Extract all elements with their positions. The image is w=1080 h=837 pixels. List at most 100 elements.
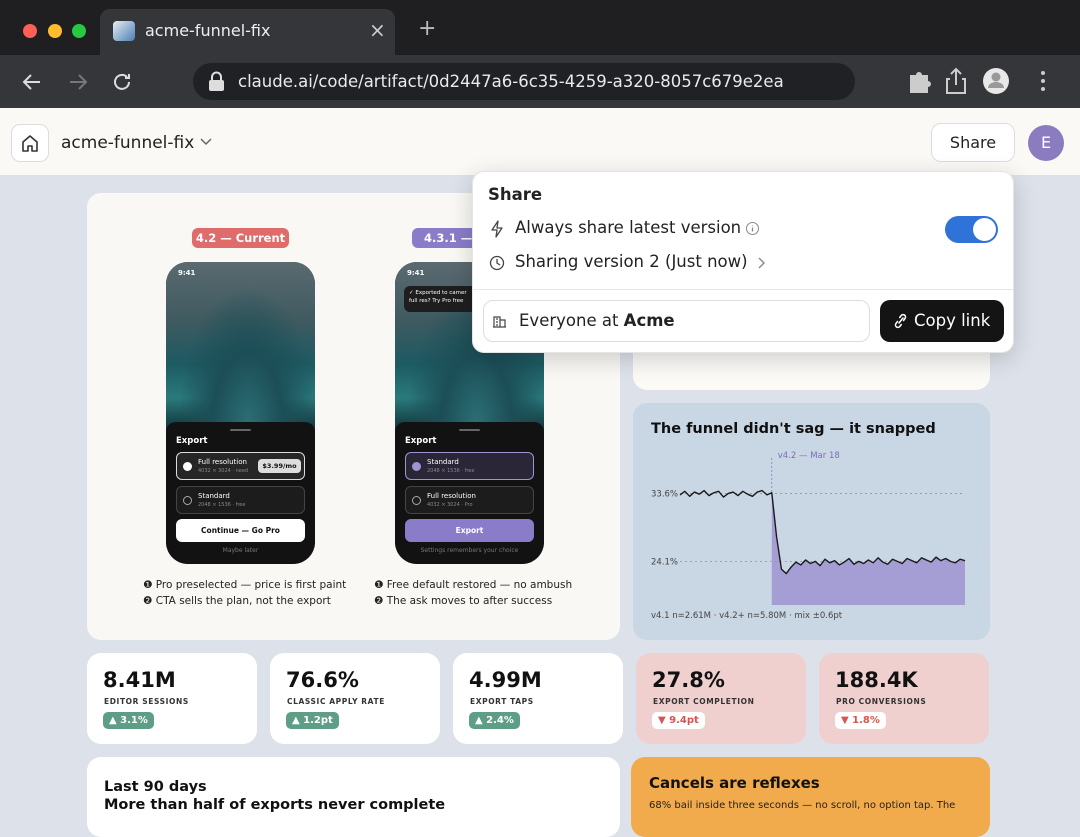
new-tab[interactable]: +	[418, 16, 437, 41]
forward[interactable]	[70, 74, 88, 90]
price-pill: $3.99/mo	[258, 459, 301, 473]
project-name[interactable]: acme-funnel-fix	[61, 133, 195, 153]
kpi-delta: ▼ 1.8%	[835, 712, 886, 729]
lightning-icon	[491, 220, 503, 238]
radio	[412, 496, 421, 505]
option[interactable]: Standard 2048 × 1536 · free	[405, 452, 534, 480]
home-button[interactable]	[11, 124, 49, 162]
divider	[473, 289, 1013, 290]
sharing-version[interactable]: Sharing version 2 (Just now)	[515, 252, 748, 271]
note: ❷ The ask moves to after success	[374, 595, 553, 607]
export-sheet: Export Full resolution 4032 × 3024 · nee…	[166, 422, 315, 564]
sheet-handle	[459, 429, 480, 431]
option-detail: 2048 × 1536 · free	[198, 502, 246, 508]
note: ❶ Pro preselected — price is first paint	[143, 579, 347, 591]
insight-body: 68% bail inside three seconds — no scrol…	[649, 800, 956, 811]
project-chevron[interactable]	[199, 137, 213, 147]
status-time: 9:41	[407, 269, 425, 277]
avatar[interactable]: E	[1028, 125, 1064, 161]
home-icon	[22, 135, 38, 152]
kpi-label: PRO CONVERSIONS	[836, 697, 927, 706]
toggle-knob	[973, 218, 996, 241]
chart-card	[633, 403, 990, 640]
option-detail: 4032 × 3024 · Pro	[427, 502, 473, 508]
option-name: Standard	[427, 458, 459, 466]
kpi-value: 8.41M	[103, 668, 176, 692]
option-detail: 2048 × 1536 · free	[427, 468, 475, 474]
kpi-value: 188.4K	[835, 668, 918, 692]
toast-line: full res? Try Pro free	[409, 298, 464, 304]
reload[interactable]	[114, 73, 130, 90]
lock-icon	[209, 80, 224, 91]
share-button[interactable]: Share	[931, 123, 1015, 162]
note: ❶ Free default restored — no ambush	[374, 579, 573, 591]
phone-mockup: 9:41 Export Full resolution 4032 × 3024 …	[166, 262, 315, 564]
kpi-delta: ▲ 2.4%	[469, 712, 520, 729]
version-badge: 4.2 — Current	[192, 228, 289, 248]
tab-close[interactable]: ×	[369, 18, 386, 42]
radio	[183, 496, 192, 505]
option-name: Full resolution	[427, 492, 476, 500]
clock-icon	[489, 255, 505, 271]
radio	[183, 462, 192, 471]
toast-line: ✓ Exported to camer	[409, 290, 467, 296]
option-name: Full resolution	[198, 458, 247, 466]
profile-head	[991, 72, 1001, 82]
option-detail: 4032 × 3024 · need	[198, 468, 249, 474]
minimize-window[interactable]	[48, 24, 62, 38]
maximize-window[interactable]	[72, 24, 86, 38]
toolbar-icons	[22, 63, 1045, 100]
kpi-delta: ▼ 9.4pt	[652, 712, 705, 729]
option[interactable]: Standard 2048 × 1536 · free	[176, 486, 305, 514]
back[interactable]	[22, 74, 40, 90]
footnote: Settings remembers your choice	[420, 547, 519, 554]
copy-link-label: Copy link	[914, 311, 991, 330]
cta-button[interactable]: Continue — Go Pro	[176, 519, 305, 542]
audience-org: Acme	[623, 311, 675, 330]
chart-title: The funnel didn't sag — it snapped	[651, 421, 936, 437]
option[interactable]: Full resolution 4032 × 3024 · Pro	[405, 486, 534, 514]
kpi-delta: ▲ 3.1%	[103, 712, 154, 729]
url: claude.ai/code/artifact/0d2447a6-6c35-42…	[238, 72, 784, 91]
sheet-title: Export	[405, 436, 437, 446]
building-icon	[493, 316, 506, 328]
export-sheet: Export Standard 2048 × 1536 · free Full …	[395, 422, 544, 564]
audience-prefix: Everyone at	[519, 311, 619, 330]
kpi-label: CLASSIC APPLY RATE	[287, 697, 385, 706]
lock-shackle	[211, 71, 222, 80]
address-bar[interactable]	[193, 63, 855, 100]
chart-footer: v4.1 n=2.61M · v4.2+ n=5.80M · mix ±0.6p…	[651, 611, 843, 621]
tab-favicon	[113, 21, 135, 41]
popover-title: Share	[488, 185, 543, 204]
profile-body	[988, 82, 1004, 88]
kpi-delta: ▲ 1.2pt	[286, 712, 339, 729]
note: ❷ CTA sells the plan, not the export	[143, 595, 331, 607]
toggle[interactable]	[945, 216, 998, 243]
active-tab[interactable]	[100, 9, 395, 55]
info-icon[interactable]	[745, 221, 760, 236]
always-latest-label: Always share latest version	[515, 218, 742, 237]
kpi-value: 4.99M	[469, 668, 542, 692]
kpi-value: 76.6%	[286, 668, 359, 692]
insight-title: Cancels are reflexes	[649, 774, 820, 792]
menu[interactable]	[1041, 71, 1045, 91]
share-page[interactable]	[946, 67, 966, 94]
link-icon	[894, 313, 907, 329]
kpi-label: EXPORT COMPLETION	[653, 697, 755, 706]
photo	[166, 262, 315, 432]
tab-title: acme-funnel-fix	[145, 21, 271, 40]
audience-select[interactable]	[483, 300, 870, 342]
option[interactable]: Full resolution 4032 × 3024 · need $3.99…	[176, 452, 305, 480]
kpi-value: 27.8%	[652, 668, 725, 692]
extensions[interactable]	[910, 72, 931, 93]
sheet-handle	[230, 429, 251, 431]
chevron	[758, 257, 765, 269]
insight-card	[631, 757, 990, 837]
eyebrow: Last 90 days	[104, 779, 207, 795]
status-time: 9:41	[178, 269, 196, 277]
kpi-label: EXPORT TAPS	[470, 697, 534, 706]
cta-button[interactable]: Export	[405, 519, 534, 542]
radio	[412, 462, 421, 471]
close-window[interactable]	[23, 24, 37, 38]
